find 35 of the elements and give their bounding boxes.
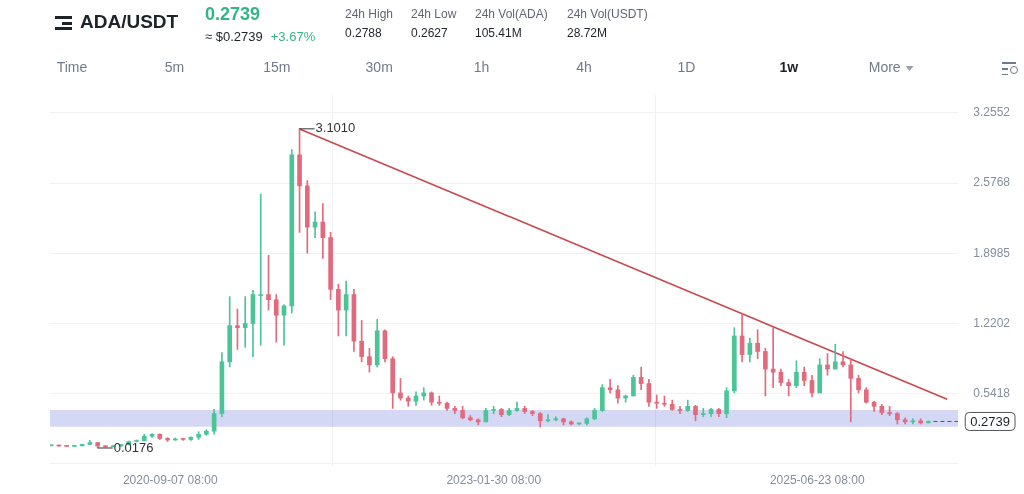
text: More bbox=[868, 59, 901, 75]
text: 0.2788 bbox=[345, 26, 382, 40]
text: 24h Low bbox=[411, 7, 457, 21]
y-tick-label: 0.5418 bbox=[973, 386, 1011, 401]
x-tick-label: 2023-01-30 08:00 bbox=[446, 472, 542, 487]
chart-title: ADA/USDT bbox=[80, 11, 179, 32]
text: 105.41M bbox=[475, 26, 522, 40]
text: 24h High bbox=[345, 7, 394, 21]
y-tick-label: 1.8985 bbox=[973, 245, 1011, 260]
annotation: 3.1010 bbox=[315, 120, 356, 136]
text: 28.72M bbox=[567, 26, 608, 40]
text: 24h Vol(ADA) bbox=[475, 7, 548, 21]
y-tick-label: 3.2552 bbox=[973, 105, 1011, 120]
text: 0.2627 bbox=[411, 26, 448, 40]
text: 1w bbox=[779, 59, 799, 75]
candlestick bbox=[118, 444, 124, 447]
text: 1D bbox=[677, 59, 696, 75]
y-tick-label: 1.2202 bbox=[973, 315, 1011, 330]
text: 15m bbox=[263, 59, 291, 75]
text: 30m bbox=[365, 59, 393, 75]
chart-subtitle: 0.2739 bbox=[205, 4, 261, 24]
text: 4h bbox=[576, 59, 592, 75]
text: 24h Vol(USDT) bbox=[567, 7, 648, 21]
candlestick bbox=[56, 444, 62, 447]
annotation: 0.0176 bbox=[113, 439, 154, 455]
candlestick bbox=[110, 445, 116, 448]
text: +3.67% bbox=[270, 29, 316, 44]
text: Time bbox=[56, 59, 88, 75]
text: 5m bbox=[164, 59, 185, 75]
x-tick-label: 2025-06-23 08:00 bbox=[769, 472, 865, 487]
x-tick-label: 2020-09-07 08:00 bbox=[122, 472, 218, 487]
text: ≈ $0.2739 bbox=[205, 29, 263, 44]
y-tick-label: 2.5768 bbox=[973, 175, 1011, 190]
ref-line-label: 0.2739 bbox=[970, 413, 1010, 429]
text: 1h bbox=[473, 59, 490, 75]
